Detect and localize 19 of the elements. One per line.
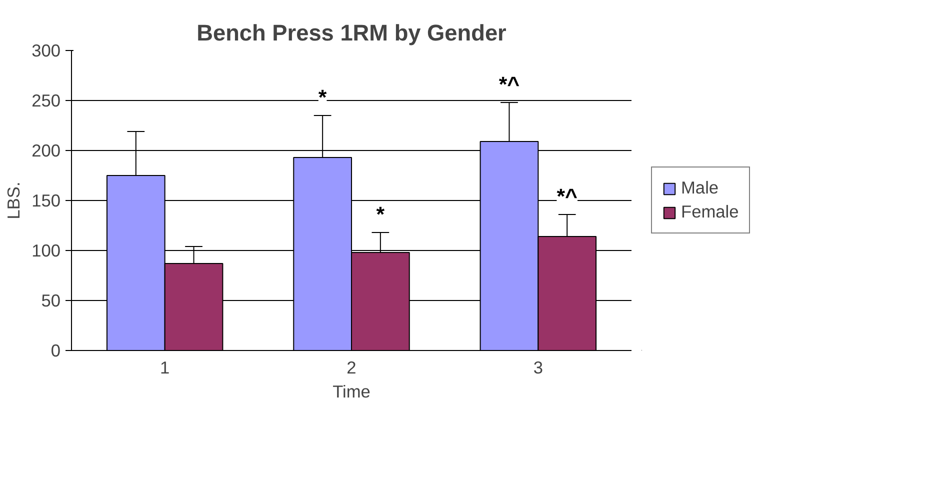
legend-label: Male [681,178,719,198]
y-axis-title: LBS. [4,182,24,220]
annotation: * [318,86,328,110]
x-tick-label: 1 [160,358,170,378]
x-tick-label: 2 [346,358,356,378]
y-tick-label: 100 [32,240,61,260]
annotation: *^ [498,72,520,96]
x-tick-label: 3 [533,358,543,378]
y-tick-label: 250 [32,90,61,110]
y-tick-label: 0 [50,340,61,360]
chart-title: Bench Press 1RM by Gender [196,20,507,46]
y-tick-label: 50 [41,290,61,310]
annotation: *^ [556,184,578,208]
y-tick-label: 150 [32,190,61,210]
y-tick-label: 300 [32,40,61,60]
annotation: * [376,202,386,226]
y-tick-label: 200 [32,140,61,160]
legend-label: Female [681,202,739,222]
x-axis-title: Time [332,382,370,402]
